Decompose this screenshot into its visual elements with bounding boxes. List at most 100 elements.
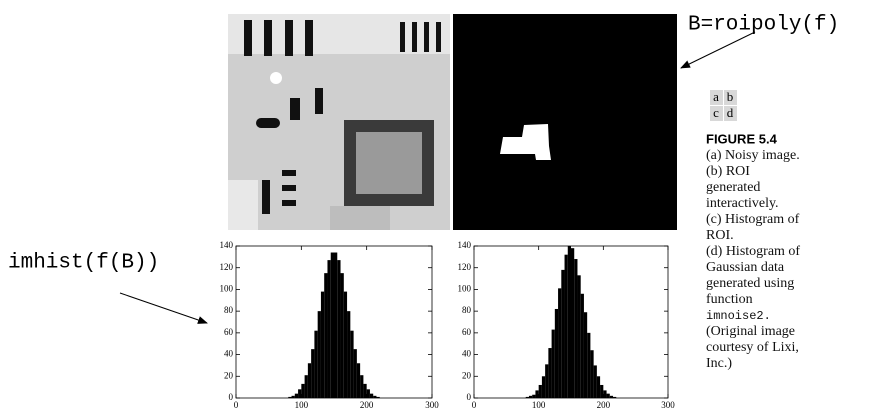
bar xyxy=(295,394,298,398)
x-tick-label: 100 xyxy=(532,400,546,410)
bar xyxy=(574,259,577,398)
bar xyxy=(539,385,542,398)
bar xyxy=(568,246,571,398)
bar xyxy=(334,253,337,398)
caption-line: (b) ROI xyxy=(706,164,750,179)
arrow xyxy=(120,293,207,323)
bar xyxy=(577,275,580,398)
bar xyxy=(548,348,551,398)
bar xyxy=(331,253,334,398)
arrow xyxy=(681,32,755,68)
bar xyxy=(581,294,584,398)
page: B=roipoly(f) imhist(f(B)) a b c d FIGURE… xyxy=(0,0,877,411)
bar xyxy=(341,273,344,398)
bar xyxy=(301,384,304,398)
bar xyxy=(565,255,568,398)
caption-line: (c) Histogram of xyxy=(706,212,800,227)
bar xyxy=(305,375,308,398)
caption-line: generated using xyxy=(706,276,794,291)
y-tick-label: 120 xyxy=(220,262,234,272)
x-tick-label: 300 xyxy=(661,400,675,410)
bar xyxy=(347,311,350,398)
image-a xyxy=(228,14,450,230)
bar xyxy=(542,376,545,398)
bar xyxy=(607,394,610,398)
bar xyxy=(571,248,574,398)
caption-line: Gaussian data xyxy=(706,260,785,275)
figure-label: FIGURE 5.4 xyxy=(706,131,778,146)
bar xyxy=(357,363,360,398)
caption: (a) Noisy image.(b) ROIgeneratedinteract… xyxy=(706,148,800,371)
bar xyxy=(314,331,317,398)
bar xyxy=(594,365,597,398)
caption-line: courtesy of Lixi, xyxy=(706,340,799,355)
bar xyxy=(558,288,561,398)
caption-line: (a) Noisy image. xyxy=(706,148,800,163)
y-tick-label: 80 xyxy=(462,305,472,315)
panel-letter: d xyxy=(727,105,734,120)
caption-line: imnoise2. xyxy=(706,309,771,323)
bar xyxy=(344,292,347,398)
x-tick-label: 300 xyxy=(425,400,439,410)
bar xyxy=(363,384,366,398)
y-tick-label: 0 xyxy=(229,392,234,402)
figure: B=roipoly(f) imhist(f(B)) a b c d FIGURE… xyxy=(0,0,877,411)
bar xyxy=(590,350,593,398)
x-tick-label: 0 xyxy=(234,400,239,410)
caption-line: function xyxy=(706,292,753,307)
bar xyxy=(587,333,590,398)
caption-line: (d) Histogram of xyxy=(706,244,800,259)
y-tick-label: 140 xyxy=(220,240,234,250)
annotation: B=roipoly(f) xyxy=(688,14,839,37)
caption-line: generated xyxy=(706,180,760,195)
caption-line: (Original image xyxy=(706,324,795,339)
annotation: imhist(f(B)) xyxy=(8,252,159,275)
bar xyxy=(298,389,301,398)
bar xyxy=(552,330,555,398)
bar xyxy=(360,375,363,398)
y-tick-label: 100 xyxy=(458,283,472,293)
y-tick-label: 0 xyxy=(467,392,472,402)
bar xyxy=(327,260,330,398)
y-tick-label: 120 xyxy=(458,262,472,272)
x-tick-label: 100 xyxy=(295,400,309,410)
y-tick-label: 100 xyxy=(220,283,234,293)
panel-letter: a xyxy=(713,89,719,104)
y-tick-label: 60 xyxy=(462,327,472,337)
y-tick-label: 80 xyxy=(224,305,234,315)
bar xyxy=(337,260,340,398)
bar xyxy=(535,390,538,398)
caption-line: ROI. xyxy=(706,228,734,243)
bar xyxy=(600,385,603,398)
y-tick-label: 140 xyxy=(458,240,472,250)
bar xyxy=(597,376,600,398)
bar xyxy=(324,273,327,398)
bar xyxy=(561,270,564,398)
bar xyxy=(603,390,606,398)
bar xyxy=(321,292,324,398)
image-b xyxy=(453,14,677,230)
bar xyxy=(532,395,535,398)
bar xyxy=(318,311,321,398)
y-tick-label: 60 xyxy=(224,327,234,337)
bar xyxy=(370,394,373,398)
y-tick-label: 40 xyxy=(462,349,472,359)
bar xyxy=(350,331,353,398)
caption-line: Inc.) xyxy=(706,356,732,371)
caption-line: interactively. xyxy=(706,196,779,211)
bar xyxy=(367,389,370,398)
y-tick-label: 20 xyxy=(224,370,234,380)
bar xyxy=(584,312,587,398)
bar xyxy=(308,363,311,398)
bar xyxy=(545,364,548,398)
panel-letter: b xyxy=(727,89,734,104)
panel-key: a b c d xyxy=(710,89,737,121)
bar xyxy=(555,309,558,398)
bar xyxy=(311,349,314,398)
x-tick-label: 200 xyxy=(597,400,611,410)
panel-letter: c xyxy=(713,105,719,120)
x-tick-label: 200 xyxy=(360,400,374,410)
y-tick-label: 20 xyxy=(462,370,472,380)
x-tick-label: 0 xyxy=(472,400,477,410)
bar xyxy=(354,349,357,398)
